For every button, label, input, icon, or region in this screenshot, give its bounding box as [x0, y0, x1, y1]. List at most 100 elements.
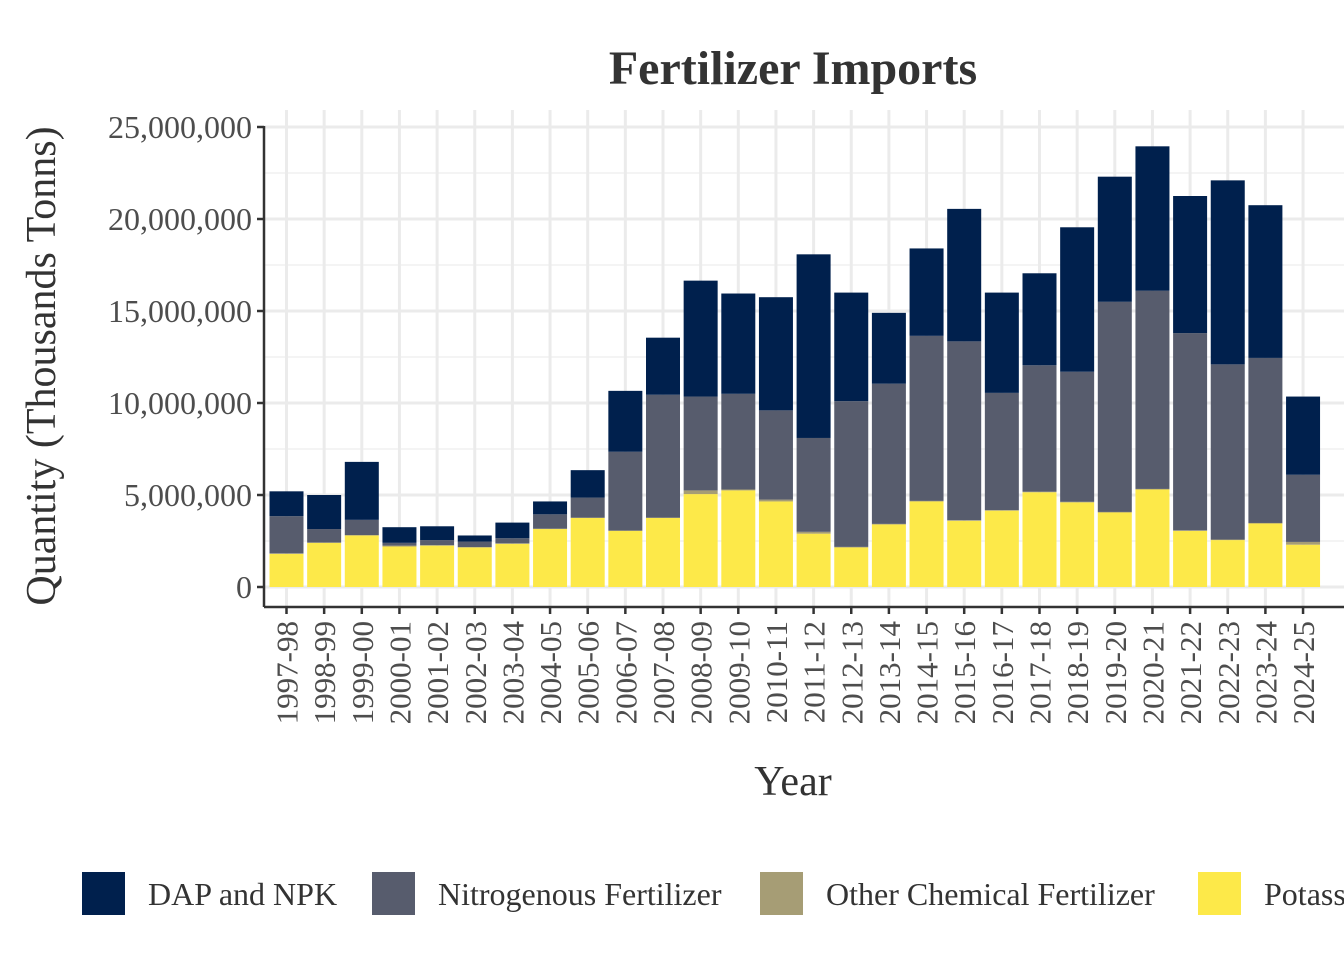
- x-tick-label: 2021-22: [1173, 621, 1208, 724]
- bar-dap-and-npk-2013-14: [872, 313, 906, 384]
- x-tick-label: 2012-13: [834, 621, 869, 724]
- bar-other-chemical-fertilizer-2009-10: [721, 489, 755, 490]
- bar-nitrogenous-fertilizer-2008-09: [684, 397, 718, 491]
- bar-potassic-fertilizer-1997-98: [270, 554, 304, 587]
- bar-dap-and-npk-2022-23: [1211, 180, 1245, 364]
- bar-other-chemical-fertilizer-2023-24: [1248, 523, 1282, 524]
- bar-potassic-fertilizer-1998-99: [307, 543, 341, 587]
- x-tick-label: 1997-98: [270, 621, 305, 724]
- x-tick-label: 2018-19: [1060, 621, 1095, 724]
- bar-other-chemical-fertilizer-2013-14: [872, 524, 906, 525]
- bar-other-chemical-fertilizer-2021-22: [1173, 530, 1207, 531]
- bar-dap-and-npk-2016-17: [985, 293, 1019, 393]
- x-tick-label: 2006-07: [608, 621, 643, 724]
- legend-swatch-other-chemical-fertilizer: [760, 872, 803, 915]
- bar-dap-and-npk-2004-05: [533, 501, 567, 514]
- x-tick-label: 2020-21: [1135, 621, 1170, 724]
- bar-other-chemical-fertilizer-2024-25: [1286, 542, 1320, 545]
- y-tick-label: 10,000,000: [108, 385, 252, 421]
- bar-potassic-fertilizer-2007-08: [646, 518, 680, 587]
- bar-dap-and-npk-2012-13: [834, 293, 868, 402]
- bar-dap-and-npk-2001-02: [420, 526, 454, 540]
- x-tick-label: 2011-12: [797, 621, 832, 723]
- bar-nitrogenous-fertilizer-2004-05: [533, 514, 567, 528]
- x-tick-label: 2016-17: [985, 621, 1020, 724]
- bar-nitrogenous-fertilizer-1998-99: [307, 529, 341, 542]
- bar-potassic-fertilizer-2003-04: [495, 544, 529, 587]
- bar-nitrogenous-fertilizer-2017-18: [1023, 365, 1057, 491]
- bar-dap-and-npk-1997-98: [270, 491, 304, 516]
- bar-dap-and-npk-2018-19: [1060, 227, 1094, 371]
- bar-potassic-fertilizer-2009-10: [721, 490, 755, 587]
- y-tick-label: 5,000,000: [124, 477, 252, 513]
- bar-other-chemical-fertilizer-2008-09: [684, 490, 718, 494]
- bar-nitrogenous-fertilizer-2022-23: [1211, 364, 1245, 539]
- x-tick-label: 2010-11: [759, 621, 794, 723]
- bar-dap-and-npk-1998-99: [307, 495, 341, 529]
- bar-dap-and-npk-2014-15: [910, 248, 944, 335]
- bar-nitrogenous-fertilizer-1997-98: [270, 516, 304, 553]
- x-tick-label: 1999-00: [345, 621, 380, 724]
- bar-other-chemical-fertilizer-2012-13: [834, 547, 868, 548]
- bar-dap-and-npk-2020-21: [1135, 146, 1169, 290]
- bar-other-chemical-fertilizer-2011-12: [797, 532, 831, 534]
- x-tick-label: 2001-02: [420, 621, 455, 724]
- bar-potassic-fertilizer-2016-17: [985, 511, 1019, 587]
- bar-potassic-fertilizer-2024-25: [1286, 545, 1320, 587]
- bar-potassic-fertilizer-2006-07: [608, 531, 642, 587]
- bar-dap-and-npk-2015-16: [947, 209, 981, 341]
- bar-dap-and-npk-1999-00: [345, 462, 379, 520]
- bar-dap-and-npk-2011-12: [797, 254, 831, 438]
- bar-potassic-fertilizer-2018-19: [1060, 502, 1094, 587]
- bar-potassic-fertilizer-2017-18: [1023, 492, 1057, 587]
- x-tick-label: 2019-20: [1098, 621, 1133, 724]
- bar-nitrogenous-fertilizer-2019-20: [1098, 302, 1132, 512]
- bar-dap-and-npk-2023-24: [1248, 205, 1282, 358]
- x-tick-label: 2009-10: [721, 621, 756, 724]
- x-axis-title: Year: [754, 759, 831, 805]
- y-tick-label: 20,000,000: [108, 201, 252, 237]
- legend-label-other-chemical-fertilizer: Other Chemical Fertilizer: [826, 876, 1155, 912]
- legend-swatch-potassic-fertilizer: [1198, 872, 1241, 915]
- x-tick-label: 2023-24: [1248, 621, 1283, 725]
- bar-potassic-fertilizer-2013-14: [872, 524, 906, 587]
- bar-potassic-fertilizer-2005-06: [571, 518, 605, 587]
- bar-other-chemical-fertilizer-2010-11: [759, 500, 793, 502]
- x-tick-label: 1998-99: [307, 621, 342, 724]
- bar-potassic-fertilizer-2011-12: [797, 534, 831, 587]
- bar-nitrogenous-fertilizer-2021-22: [1173, 333, 1207, 530]
- x-tick-label: 2005-06: [571, 621, 606, 724]
- bar-nitrogenous-fertilizer-2001-02: [420, 540, 454, 545]
- bar-potassic-fertilizer-2019-20: [1098, 512, 1132, 587]
- x-tick-label: 2013-14: [872, 621, 907, 725]
- legend-label-dap-and-npk: DAP and NPK: [148, 876, 337, 912]
- bar-potassic-fertilizer-2012-13: [834, 547, 868, 587]
- bar-nitrogenous-fertilizer-2000-01: [382, 543, 416, 546]
- bar-dap-and-npk-2006-07: [608, 391, 642, 452]
- bar-potassic-fertilizer-2014-15: [910, 501, 944, 587]
- bar-dap-and-npk-2009-10: [721, 294, 755, 394]
- x-tick-label: 2022-23: [1211, 621, 1246, 724]
- x-tick-label: 2024-25: [1286, 621, 1321, 724]
- bar-dap-and-npk-2024-25: [1286, 397, 1320, 475]
- bar-nitrogenous-fertilizer-1999-00: [345, 520, 379, 535]
- bar-potassic-fertilizer-2010-11: [759, 501, 793, 587]
- bar-dap-and-npk-2000-01: [382, 527, 416, 543]
- bar-other-chemical-fertilizer-2018-19: [1060, 502, 1094, 503]
- bar-nitrogenous-fertilizer-2010-11: [759, 410, 793, 499]
- bar-nitrogenous-fertilizer-2009-10: [721, 394, 755, 490]
- bar-potassic-fertilizer-2001-02: [420, 546, 454, 587]
- bar-potassic-fertilizer-2015-16: [947, 521, 981, 587]
- chart-title: Fertilizer Imports: [609, 42, 977, 95]
- bar-other-chemical-fertilizer-2015-16: [947, 520, 981, 521]
- bar-potassic-fertilizer-2000-01: [382, 547, 416, 587]
- x-tick-label: 2000-01: [382, 621, 417, 724]
- bar-other-chemical-fertilizer-2022-23: [1211, 540, 1245, 541]
- x-tick-label: 2008-09: [684, 621, 719, 724]
- bar-other-chemical-fertilizer-2019-20: [1098, 512, 1132, 513]
- bar-other-chemical-fertilizer-2014-15: [910, 501, 944, 502]
- bar-nitrogenous-fertilizer-2006-07: [608, 452, 642, 531]
